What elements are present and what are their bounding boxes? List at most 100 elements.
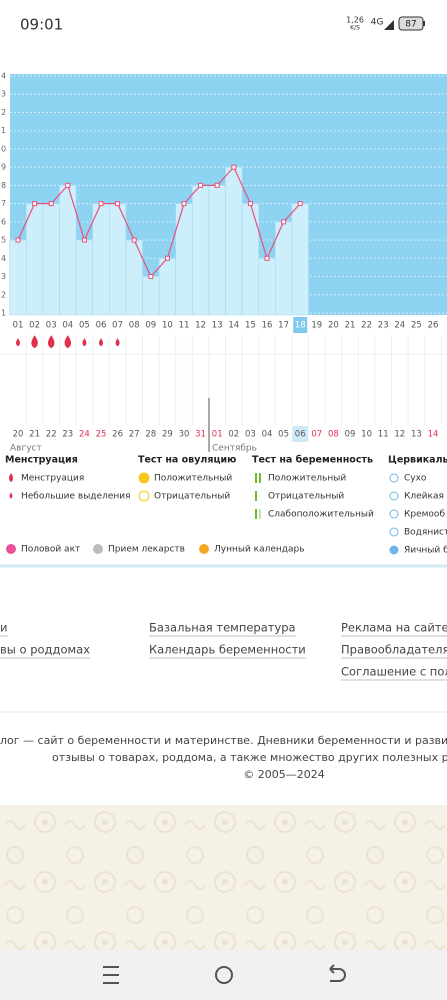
legend-item: Яичный б <box>404 546 447 556</box>
date-label: 02 <box>228 430 239 440</box>
footer-link[interactable]: вы о роддомах <box>0 643 90 657</box>
legend-icon <box>389 545 399 555</box>
line <box>17 166 301 278</box>
y-tick-label: 3 <box>1 90 6 99</box>
bar <box>241 203 260 316</box>
date-label: 10 <box>361 430 372 440</box>
speed-unit: K/S <box>350 25 360 32</box>
date-label: 09 <box>345 430 356 440</box>
x-tick-label: 10 <box>162 321 173 331</box>
month-label: Сентябрь <box>212 444 257 454</box>
date-label: 20 <box>13 430 24 440</box>
date-label: 13 <box>411 430 422 440</box>
x-tick-label: 14 <box>228 321 239 331</box>
y-tick-label: 0 <box>1 144 6 153</box>
nav-menu[interactable] <box>103 966 119 984</box>
legend-title: Тест на беременность <box>252 455 373 466</box>
footer: и вы о роддомах Базальная температура Кален… <box>0 621 447 781</box>
footer-link[interactable]: Базальная температура <box>149 621 296 635</box>
y-tick-label: 6 <box>1 217 6 226</box>
legend-item: Клейкая <box>404 492 444 502</box>
x-tick-label: 25 <box>411 321 422 331</box>
bar <box>192 185 210 316</box>
footer-link[interactable]: Реклама на сайте <box>341 621 447 635</box>
nav-bar <box>0 950 447 1000</box>
x-tick-label: 15 <box>245 321 256 331</box>
y-tick-label: 2 <box>1 290 6 299</box>
date-label: 22 <box>46 430 57 440</box>
bar <box>158 258 177 316</box>
y-tick-label: 3 <box>1 272 6 281</box>
legend-icon <box>255 491 257 501</box>
legend-item: Кремооб <box>404 510 445 520</box>
time: 09:01 <box>20 16 63 34</box>
y-tick-label: 1 <box>1 309 6 318</box>
date-label: 23 <box>62 430 73 440</box>
legend-icon <box>259 473 261 483</box>
battery-level: 87 <box>405 20 416 30</box>
date-label: 26 <box>112 430 123 440</box>
x-tick-label: 12 <box>195 321 206 331</box>
x-tick-label: 06 <box>96 321 107 331</box>
legend-icon <box>259 509 261 519</box>
legend-icon <box>93 544 103 554</box>
x-tick-label: 11 <box>179 321 190 331</box>
legend-icon <box>199 544 209 554</box>
legend-icon <box>389 509 399 519</box>
menstruation-drop <box>47 335 55 349</box>
date-label: 06 <box>295 430 306 440</box>
footer-link[interactable]: Правообладателям <box>341 643 447 657</box>
point <box>98 201 104 207</box>
y-tick-label: 2 <box>1 108 6 117</box>
footer-link[interactable]: Календарь беременности <box>149 643 306 657</box>
menstruation-drop <box>16 338 20 347</box>
x-tick-label: 01 <box>13 321 24 331</box>
speed: 1,26 <box>346 16 364 25</box>
date-label: 08 <box>328 430 339 440</box>
x-tick-label: 13 <box>212 321 223 331</box>
point <box>48 201 54 207</box>
month-label: Август <box>10 444 42 454</box>
date-label: 25 <box>96 430 107 440</box>
pattern-background <box>0 805 447 950</box>
point <box>115 201 121 207</box>
legend-icon <box>389 473 399 483</box>
point <box>81 237 87 243</box>
legend-item: Менструация <box>21 474 84 484</box>
today-highlight <box>293 317 308 333</box>
date-label: 14 <box>428 430 439 440</box>
point <box>148 274 154 280</box>
y-tick-label: 5 <box>1 236 6 245</box>
bar <box>109 203 127 316</box>
bar <box>225 166 243 316</box>
bar <box>258 258 276 316</box>
bar <box>42 203 60 316</box>
nav-back[interactable] <box>329 964 346 982</box>
signal <box>384 20 394 30</box>
footer-link[interactable]: и <box>0 621 7 635</box>
menstruation-drop <box>115 338 120 347</box>
legend-item: Положительный <box>154 474 232 484</box>
nav-icons[interactable] <box>103 964 346 984</box>
menstruation-drop <box>31 335 38 349</box>
y-tick-label: 1 <box>1 126 6 135</box>
point <box>231 164 237 170</box>
legend-item: Половой акт <box>21 545 80 555</box>
date-label: 12 <box>394 430 405 440</box>
bar <box>208 185 226 316</box>
nav-home[interactable] <box>215 966 233 984</box>
point <box>131 237 137 243</box>
date-label: 31 <box>195 430 206 440</box>
point <box>297 201 303 207</box>
x-tick-label: 17 <box>278 321 289 331</box>
date-label: 28 <box>145 430 156 440</box>
legend: Менструация Менструация Небольшие выделени… <box>0 455 447 568</box>
legend-icon <box>389 527 399 537</box>
x-tick-label: 16 <box>262 321 273 331</box>
legend-item: Прием лекарств <box>108 545 185 555</box>
footer-link[interactable]: Соглашение с польз <box>341 665 447 679</box>
y-tick-label: 7 <box>1 199 6 208</box>
y-tick-label: 4 <box>1 254 6 263</box>
